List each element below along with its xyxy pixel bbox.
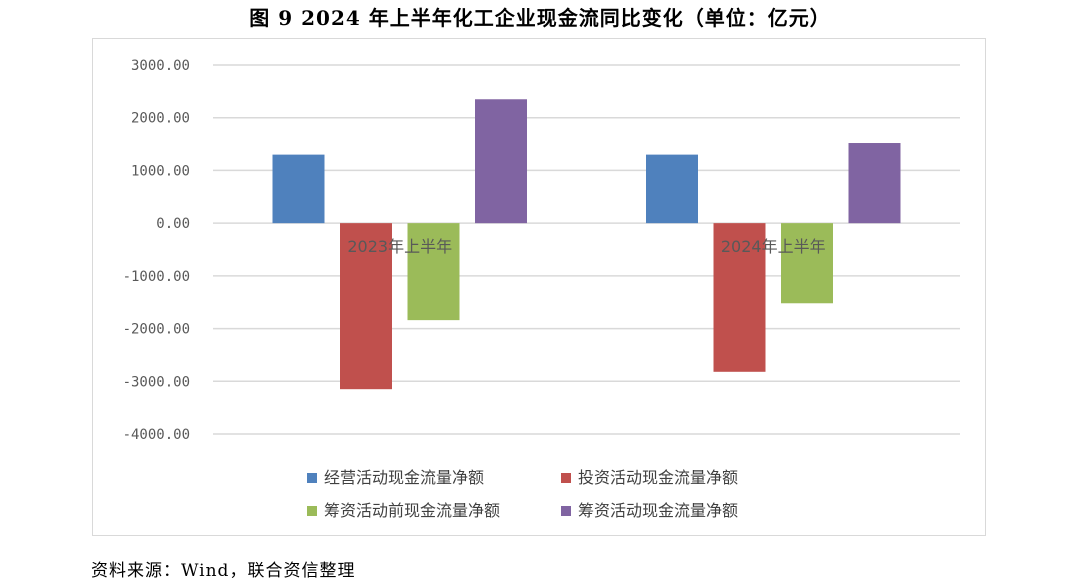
y-tick-label: 1000.00 (131, 163, 190, 179)
y-tick-label: -4000.00 (123, 427, 190, 443)
chart-area (92, 38, 986, 536)
y-tick-label: 3000.00 (131, 58, 190, 74)
y-tick-label: -1000.00 (123, 269, 190, 285)
legend-swatch (307, 506, 317, 516)
source-note: 资料来源：Wind，联合资信整理 (91, 561, 356, 581)
legend-label: 筹资活动现金流量净额 (578, 501, 738, 520)
legend-swatch (307, 473, 317, 483)
bar-2-2 (713, 223, 766, 372)
category-label: 2024年上半年 (721, 237, 826, 256)
legend-swatch (561, 473, 571, 483)
bar-1-1 (272, 154, 325, 224)
legend-label: 投资活动现金流量净额 (578, 468, 738, 487)
bars (272, 99, 901, 390)
bar-4-2 (848, 143, 901, 224)
bar-1-2 (646, 154, 698, 224)
bar-2-1 (340, 223, 392, 390)
legend-label: 筹资活动前现金流量净额 (324, 501, 500, 520)
legend-label: 经营活动现金流量净额 (324, 468, 484, 487)
figure-title: 图 9 2024 年上半年化工企业现金流同比变化（单位：亿元） (249, 6, 831, 30)
bar-3-1 (407, 223, 460, 321)
y-axis-tick-labels: 3000.00 2000.00 1000.00 0.00 -1000.00 -2000.0… (123, 58, 190, 443)
y-tick-label: 0.00 (156, 216, 190, 232)
gridlines (213, 64, 960, 435)
y-tick-label: 2000.00 (131, 111, 190, 127)
legend-swatch (561, 506, 571, 516)
bar-4-1 (475, 99, 527, 224)
y-tick-label: -3000.00 (123, 374, 190, 390)
y-tick-label: -2000.00 (123, 322, 190, 338)
category-label: 2023年上半年 (347, 237, 452, 256)
bar-3-2 (781, 223, 833, 304)
category-labels: 2023年上半年 2024年上半年 (347, 237, 825, 256)
